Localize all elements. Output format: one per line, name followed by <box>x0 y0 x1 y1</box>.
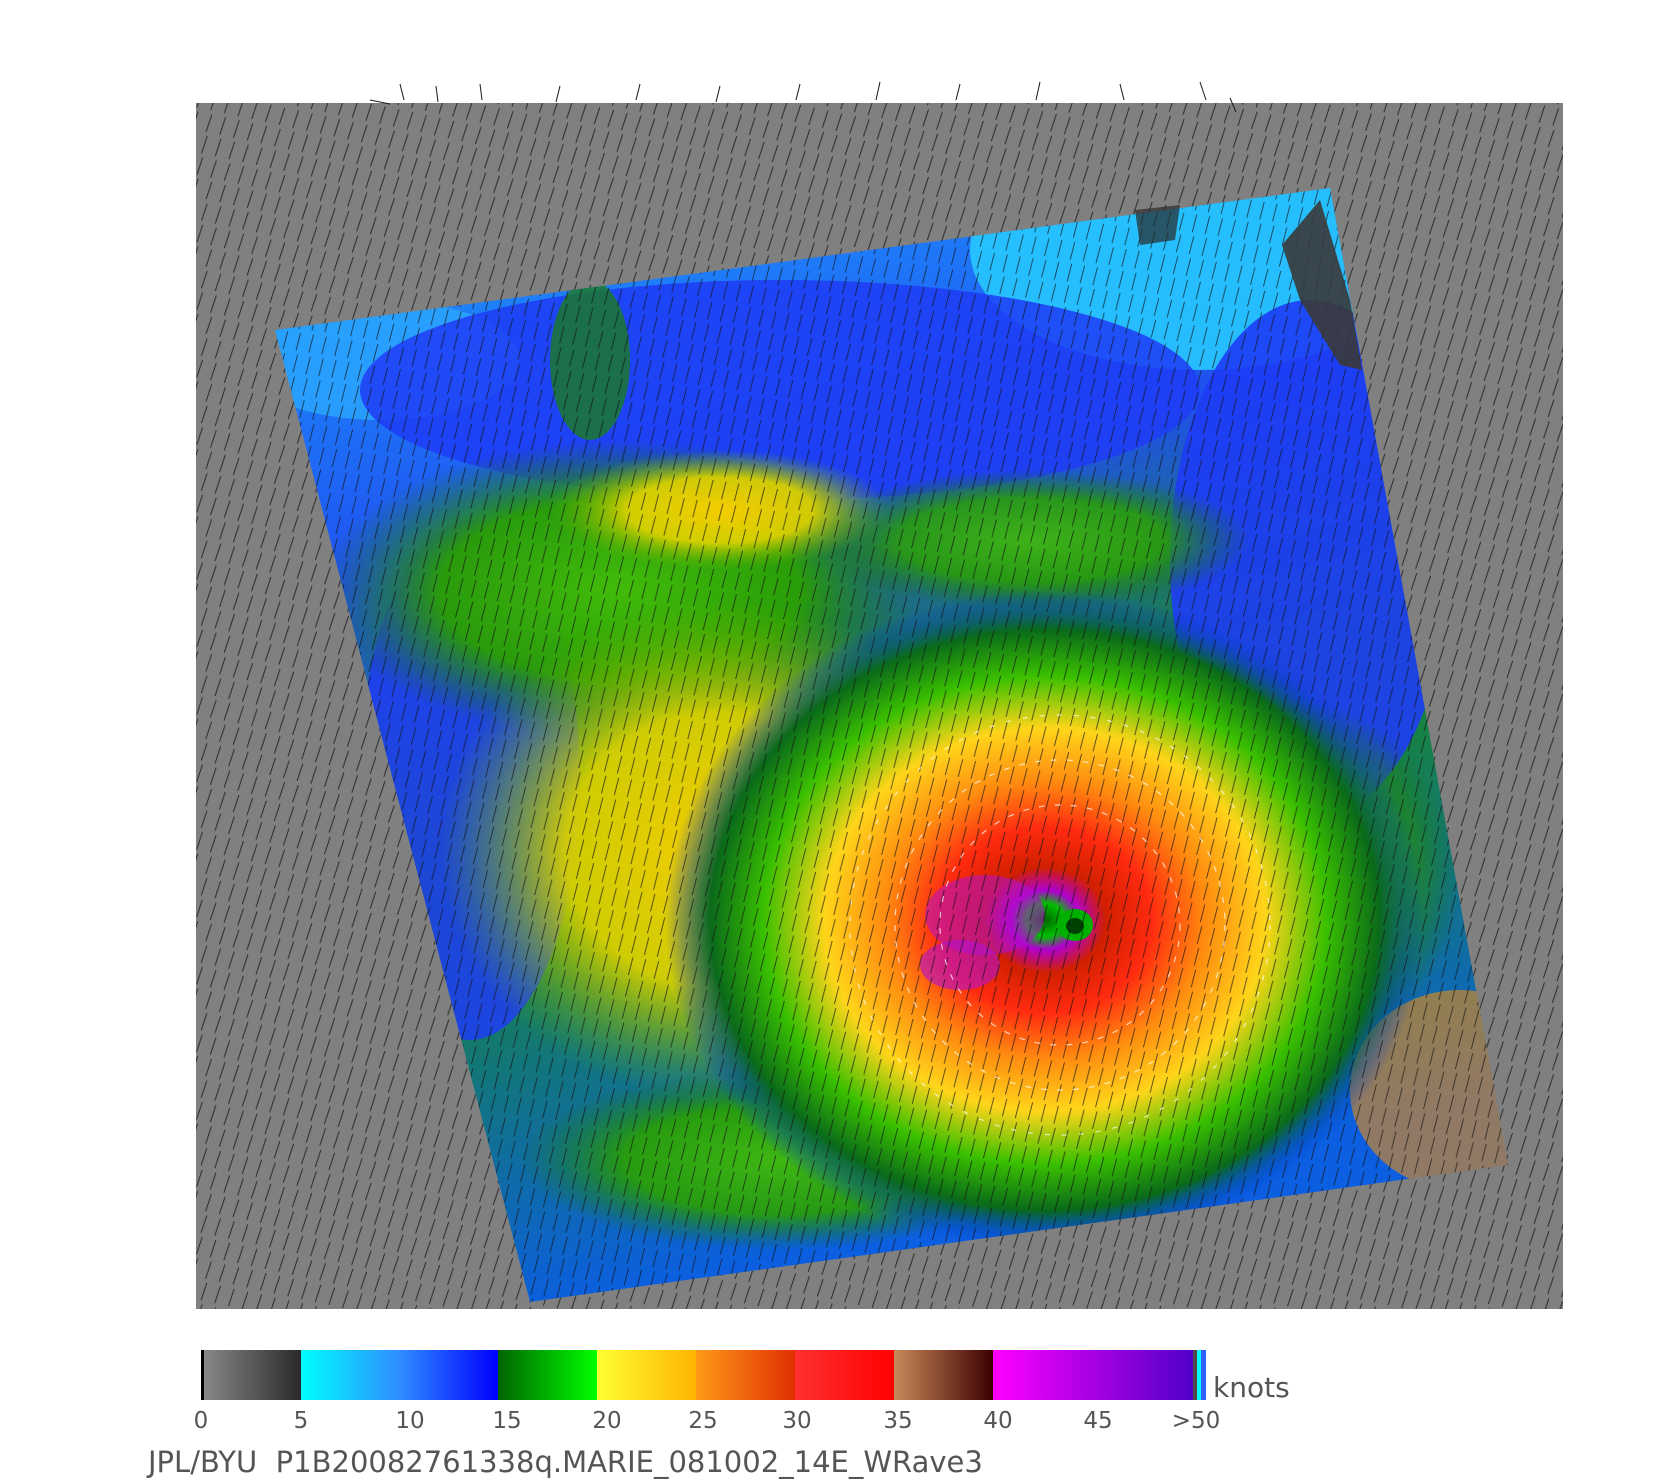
colorbar-cap-over <box>1193 1350 1197 1400</box>
tick-label-35: 35 <box>883 1408 912 1434</box>
colorbar-units: knots <box>1213 1371 1290 1404</box>
colorbar-segment-5-10 <box>301 1350 400 1400</box>
colorbar-segment-35-40 <box>894 1350 993 1400</box>
tick-label-0: 0 <box>194 1408 209 1434</box>
colorbar-segment-30-35 <box>795 1350 894 1400</box>
tick-label-30: 30 <box>782 1408 811 1434</box>
tick-label-45: 45 <box>1083 1408 1112 1434</box>
tick-label-5: 5 <box>294 1408 309 1434</box>
land-mask <box>1135 200 1362 370</box>
tick-label-10: 10 <box>395 1408 424 1434</box>
colorbar-segment-10-15 <box>400 1350 498 1400</box>
tick-label-40: 40 <box>983 1408 1012 1434</box>
wind-barbs-top <box>369 81 1237 113</box>
tick-label-25: 25 <box>688 1408 717 1434</box>
colorbar: 0 5 10 15 20 25 30 35 40 45 >50 knots <box>194 1350 1290 1434</box>
image-caption: JPL/BYU P1B20082761338q.MARIE_081002_14E… <box>146 1445 983 1479</box>
scatterometer-swath <box>275 188 1508 1302</box>
tick-label-over: >50 <box>1172 1408 1221 1434</box>
colorbar-segment-40-50 <box>993 1350 1193 1400</box>
colorbar-segment-25-30 <box>696 1350 795 1400</box>
colorbar-cap-black <box>201 1350 204 1400</box>
tick-label-15: 15 <box>492 1408 521 1434</box>
colorbar-segment-20-25 <box>597 1350 696 1400</box>
colorbar-segment-0-5 <box>201 1350 301 1400</box>
colorbar-segment-15-20 <box>498 1350 597 1400</box>
storm-spiral-vectors <box>849 714 1271 1136</box>
tick-label-20: 20 <box>592 1408 621 1434</box>
